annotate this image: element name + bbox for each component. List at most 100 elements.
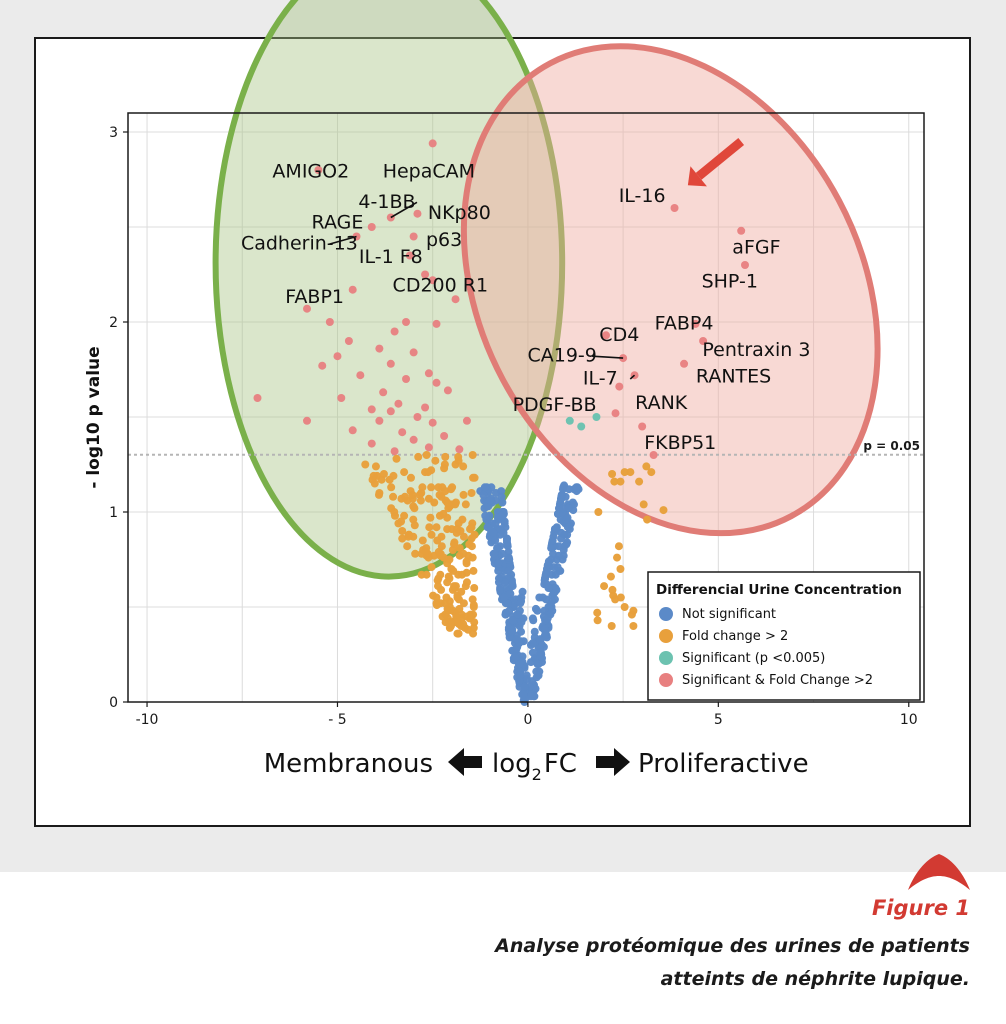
data-point: [468, 451, 477, 459]
data-point: [504, 547, 513, 556]
data-point: [737, 226, 746, 235]
protein-label: p63: [426, 229, 462, 251]
highlight-arrow-head: [687, 166, 707, 187]
arrow-left-icon: [448, 748, 482, 776]
data-point: [523, 675, 532, 684]
protein-label: CA19-9: [527, 345, 596, 367]
data-point: [445, 574, 454, 583]
data-point: [593, 608, 602, 617]
data-point: [494, 574, 503, 583]
label-leader-line: [329, 235, 357, 245]
x-tick-label: -10: [136, 712, 159, 728]
data-point: [544, 584, 553, 592]
data-point: [422, 451, 431, 459]
data-point: [432, 601, 441, 610]
data-point: [440, 460, 449, 469]
data-point: [615, 382, 624, 391]
data-point: [496, 585, 505, 594]
data-point: [450, 540, 459, 549]
data-point: [544, 557, 553, 566]
data-point: [740, 261, 749, 269]
data-point: [409, 435, 418, 444]
data-point: [454, 519, 463, 528]
label-leader-line: [592, 355, 624, 359]
data-point: [421, 403, 430, 412]
data-point: [451, 295, 460, 304]
data-point: [441, 487, 450, 496]
data-point: [423, 549, 432, 558]
data-point: [504, 566, 513, 575]
data-point: [557, 490, 566, 499]
data-point: [554, 551, 563, 560]
data-point: [511, 654, 520, 663]
data-point: [557, 534, 566, 543]
data-point: [411, 549, 420, 558]
data-point: [643, 515, 652, 524]
data-point: [367, 223, 376, 231]
data-point: [517, 618, 526, 627]
data-point: [398, 534, 407, 543]
y-tick-label: 1: [109, 505, 118, 521]
data-point: [647, 468, 656, 477]
data-point: [470, 584, 479, 592]
data-point: [418, 483, 427, 492]
data-point: [520, 682, 529, 691]
data-point: [389, 471, 398, 480]
y-tick-label: 2: [109, 315, 118, 331]
data-point: [375, 344, 384, 353]
data-point: [601, 331, 610, 340]
protein-label: CD4: [599, 324, 639, 346]
data-point: [592, 413, 601, 421]
data-point: [616, 565, 625, 573]
data-point: [454, 618, 463, 627]
data-point: [433, 536, 442, 545]
data-point: [462, 612, 471, 621]
data-point: [552, 525, 561, 534]
data-point: [497, 511, 506, 520]
data-point: [635, 477, 644, 486]
data-point: [639, 500, 648, 509]
protein-label: RANTES: [696, 366, 771, 388]
data-point: [530, 627, 539, 636]
data-point: [432, 593, 441, 602]
data-point: [616, 593, 625, 602]
protein-label: FABP4: [655, 312, 714, 334]
y-axis-label: - log10 p value: [84, 346, 104, 488]
data-point: [400, 468, 409, 477]
data-point: [379, 470, 388, 478]
volcano-plot: p = 0.05 AMIGO2 HepaCAM 4-1BB NKp80 RAGE p63 Ca…: [84, 0, 925, 784]
data-point: [413, 413, 422, 421]
data-point: [468, 519, 477, 528]
data-point: [434, 582, 443, 591]
label-leader-line: [629, 374, 636, 380]
data-point: [465, 540, 474, 549]
legend-title: Differencial Urine Concentration: [656, 582, 902, 598]
data-point: [253, 394, 262, 402]
data-point: [519, 690, 528, 699]
data-point: [469, 610, 478, 619]
data-point: [438, 612, 447, 621]
x-axis-label-right: Proliferactive: [638, 749, 809, 779]
protein-label: SHP-1: [702, 271, 758, 293]
data-point: [437, 542, 446, 551]
data-point: [649, 451, 658, 459]
data-point: [437, 492, 446, 501]
data-point: [629, 622, 638, 630]
data-point: [531, 684, 540, 693]
data-point: [402, 375, 411, 383]
data-point: [607, 622, 616, 630]
data-point: [608, 470, 617, 478]
data-point: [424, 443, 433, 452]
data-point: [670, 204, 679, 212]
data-point: [548, 597, 557, 606]
data-point: [516, 599, 525, 608]
protein-label: IL-16: [619, 185, 666, 207]
data-point: [439, 553, 448, 562]
data-point: [606, 572, 615, 581]
protein-label: RAGE: [312, 212, 364, 234]
data-point: [572, 483, 581, 492]
data-point: [479, 490, 488, 499]
legend-swatch: [659, 607, 673, 621]
data-point: [432, 319, 441, 328]
protein-label: IL-7: [583, 368, 618, 390]
